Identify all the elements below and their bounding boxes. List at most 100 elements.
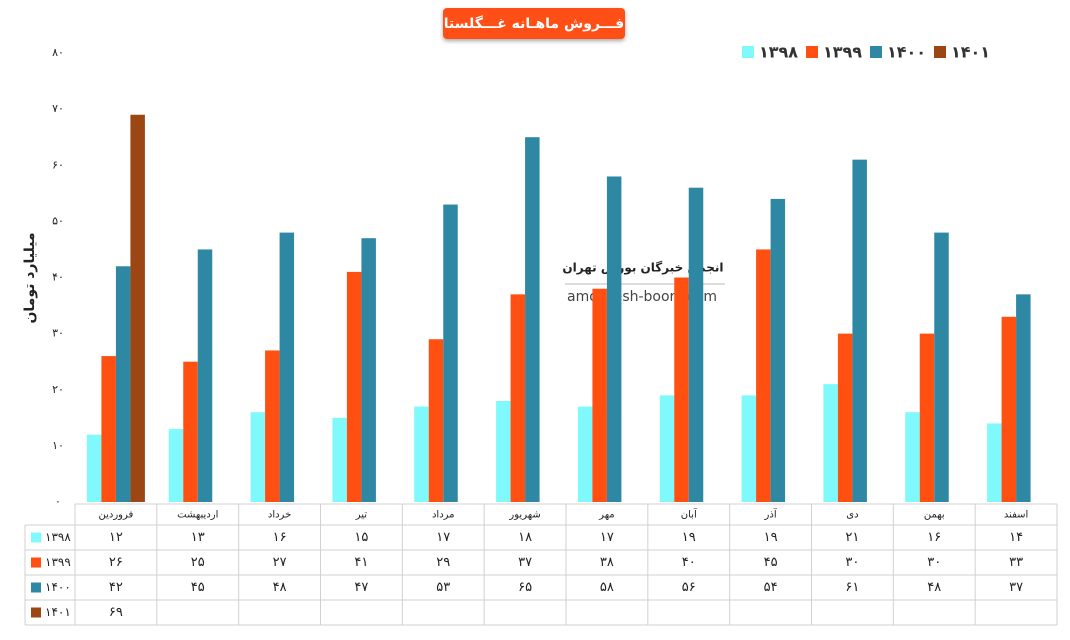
bar [101,356,116,502]
bar [428,339,444,502]
x-tick-label: دی [846,510,858,521]
table-value: ۳۰ [927,555,941,570]
bar [577,406,593,502]
table-value: ۱۲ [109,530,123,545]
table-value: ۳۳ [1009,555,1023,570]
table-swatch [31,532,41,543]
x-tick-label: تیر [355,510,368,521]
bar [525,137,540,502]
bar [659,395,675,502]
table-value: ۴۵ [764,555,778,570]
bar [756,249,771,502]
legend-label: ۱۴۰۰ [887,43,926,62]
y-tick-label: ۷۰ [52,102,64,115]
y-tick-label: ۵۰ [52,214,64,227]
table-value: ۴۱ [354,555,368,570]
bar [606,176,622,502]
legend-label: ۱۴۰۱ [951,43,990,62]
bar [741,395,757,502]
bar [1001,316,1017,502]
bar [852,159,867,502]
legend-swatch [870,46,882,58]
table-value: ۳۷ [1009,580,1023,595]
x-tick-label: فروردین [99,510,134,521]
legend-label: ۱۳۹۹ [823,43,862,62]
table-value: ۲۷ [273,555,287,570]
y-tick-label: ۴۰ [52,271,64,284]
x-tick-label: اردیبهشت [177,510,218,521]
table-value: ۱۶ [927,530,941,545]
table-swatch [31,582,41,593]
table-series-label: ۱۴۰۰ [45,580,71,594]
table-value: ۲۱ [845,530,859,545]
table-value: ۳۰ [845,555,859,570]
table-value: ۳۷ [518,555,532,570]
bar [115,266,131,502]
table-value: ۱۹ [764,530,778,545]
table-series-label: ۱۳۹۹ [45,555,71,569]
table-value: ۱۹ [682,530,696,545]
table-value: ۵۳ [436,580,450,595]
bar [905,412,920,502]
table-value: ۲۹ [436,555,450,570]
table-value: ۱۵ [354,530,368,545]
y-tick-label: ۰ [55,495,61,508]
table-value: ۴۷ [354,580,368,595]
table-value: ۴۵ [191,580,205,595]
table-value: ۶۵ [518,580,532,595]
y-tick-label: ۳۰ [52,327,64,340]
bar [332,417,347,502]
bar [510,294,526,502]
bar [197,249,213,502]
bar [934,232,949,502]
table-value: ۲۵ [191,555,205,570]
x-tick-label: آذر [764,508,778,521]
legend-swatch [742,46,754,58]
legend-swatch [806,46,818,58]
bar [361,238,376,502]
bar [265,350,280,502]
table-value: ۱۳ [191,530,205,545]
bar [279,232,295,502]
table-value: ۵۶ [682,580,696,595]
chart-title: فـــروش ماهـانه غـــگلستا [444,15,624,32]
x-tick-label: آبان [681,508,698,521]
x-tick-label: شهریور [508,510,540,521]
legend-label: ۱۳۹۸ [759,43,798,62]
table-value: ۱۷ [436,530,450,545]
bar [823,384,838,502]
bar [1016,294,1031,502]
bar [183,361,198,502]
bar [919,333,935,502]
bar [496,400,511,502]
table-value: ۵۴ [764,580,778,595]
bar [688,187,704,502]
table-value: ۴۸ [927,580,941,595]
table-swatch [31,557,41,568]
table-value: ۱۸ [518,530,532,545]
table-value: ۶۹ [109,605,123,620]
bar [130,114,145,503]
bar [86,434,102,502]
bar [837,333,853,502]
table-value: ۴۸ [273,580,287,595]
table-series-label: ۱۴۰۱ [45,605,71,619]
table-value: ۴۲ [109,580,123,595]
y-tick-label: ۱۰ [52,439,64,452]
legend-swatch [934,46,946,58]
table-series-label: ۱۳۹۸ [45,530,71,544]
bar [443,204,458,502]
bar [346,271,362,502]
x-tick-label: مرداد [432,510,455,521]
table-value: ۵۸ [600,580,614,595]
table-value: ۳۸ [600,555,614,570]
bar [168,429,184,502]
title-box [443,8,625,39]
table-value: ۶۱ [845,580,859,595]
y-axis-label: میلیارد تومان [22,232,38,323]
x-tick-label: بهمن [924,510,945,521]
bar [770,198,786,503]
table-swatch [31,607,41,618]
table-value: ۴۰ [682,555,696,570]
